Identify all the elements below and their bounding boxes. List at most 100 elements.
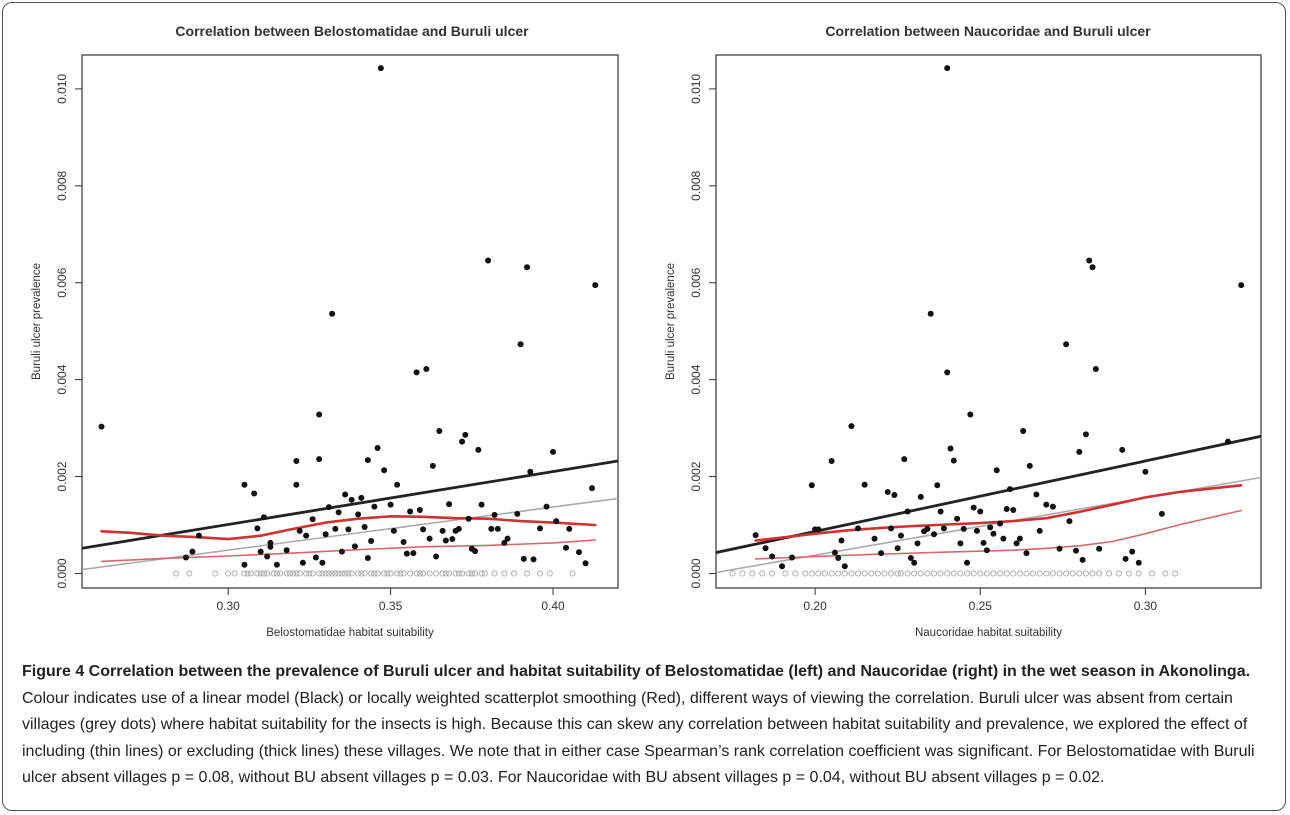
village-data-point [358, 494, 365, 501]
village-data-point [296, 527, 303, 534]
village-data-point [446, 501, 453, 508]
village-data-point [351, 543, 358, 550]
absent-village-point [260, 570, 267, 577]
absent-village-point [338, 570, 345, 577]
absent-village-point [413, 570, 420, 577]
absent-village-point [1082, 570, 1089, 577]
chart-naucoridae: Correlation between Naucoridae and Burul… [665, 23, 1262, 639]
absent-village-point [729, 570, 736, 577]
chart-belostomatidae: Correlation between Belostomatidae and B… [31, 23, 619, 639]
village-data-point [1036, 527, 1043, 534]
village-data-point [924, 525, 931, 532]
village-data-point [582, 560, 589, 567]
x-tick-label: 0.25 [969, 599, 993, 613]
absent-village-point [173, 570, 180, 577]
village-data-point [381, 467, 388, 474]
village-data-point [871, 535, 878, 542]
absent-village-point [286, 570, 293, 577]
absent-village-point [264, 570, 271, 577]
absent-village-point [937, 570, 944, 577]
village-data-point [488, 525, 495, 532]
village-data-point [861, 481, 868, 488]
absent-village-point [348, 570, 355, 577]
village-data-point [983, 547, 990, 554]
village-data-point [1023, 550, 1030, 557]
loess-curve [100, 515, 597, 541]
village-data-point [195, 532, 202, 539]
absent-village-point [1076, 570, 1083, 577]
village-data-point [937, 508, 944, 515]
y-tick-label: 0.000 [689, 558, 703, 588]
absent-village-point [293, 570, 300, 577]
village-data-point [884, 489, 891, 496]
village-data-point [917, 493, 924, 500]
village-data-point [254, 525, 261, 532]
village-data-point [420, 526, 427, 533]
absent-village-point [1089, 570, 1096, 577]
absent-village-point [277, 570, 284, 577]
village-data-point [947, 445, 954, 452]
loess-curve [754, 484, 1243, 542]
village-data-point [1000, 535, 1007, 542]
village-data-point [475, 446, 482, 453]
absent-village-point [481, 570, 488, 577]
absent-village-point [212, 570, 219, 577]
absent-village-point [186, 570, 193, 577]
village-data-point [537, 525, 544, 532]
x-tick-label: 0.30 [217, 599, 241, 613]
chart-title: Correlation between Naucoridae and Burul… [825, 23, 1151, 39]
absent-village-point [970, 570, 977, 577]
absent-village-point [309, 570, 316, 577]
absent-village-point [815, 570, 822, 577]
village-data-point [455, 525, 462, 532]
village-data-point [501, 539, 508, 546]
absent-village-point [1135, 570, 1142, 577]
absent-village-point [881, 570, 888, 577]
absent-village-point [296, 570, 303, 577]
village-data-point [1073, 547, 1080, 554]
village-data-point [973, 527, 980, 534]
absent-village-point [983, 570, 990, 577]
village-data-point [566, 525, 573, 532]
y-axis-label: Buruli ulcer prevalence [665, 263, 677, 380]
village-data-point [504, 535, 511, 542]
village-data-point [944, 369, 951, 376]
village-data-point [934, 482, 941, 489]
absent-village-point [854, 570, 862, 577]
village-data-point [257, 548, 264, 555]
village-data-point [855, 525, 862, 532]
village-data-point [472, 548, 479, 555]
absent-village-point [1096, 570, 1103, 577]
absent-village-point [802, 570, 809, 577]
village-data-point [848, 423, 855, 430]
absent-village-point [1125, 570, 1132, 577]
absent-village-point [1016, 570, 1023, 577]
village-data-point [808, 482, 815, 489]
absent-village-point [1043, 570, 1050, 577]
absent-village-point [1030, 570, 1037, 577]
absent-village-point [1003, 570, 1010, 577]
village-data-point [329, 310, 336, 317]
village-data-point [589, 485, 596, 492]
absent-village-point [861, 570, 868, 577]
absent-village-point [569, 570, 576, 577]
figure: Correlation between Belostomatidae and B… [31, 23, 1262, 639]
village-data-point [1020, 428, 1027, 435]
plot-series [82, 65, 618, 577]
village-data-point [1043, 501, 1050, 508]
village-data-point [769, 553, 776, 560]
village-data-point [416, 506, 423, 513]
village-data-point [907, 554, 914, 561]
absent-village-point [465, 570, 472, 577]
absent-village-point [345, 570, 352, 577]
absent-village-point [749, 570, 756, 577]
y-tick-label: 0.010 [689, 74, 703, 104]
village-data-point [517, 341, 524, 348]
village-data-point [904, 508, 911, 515]
absent-village-point [963, 570, 971, 577]
village-data-point [828, 458, 835, 465]
plot-series [716, 65, 1261, 577]
absent-village-point [997, 570, 1004, 577]
absent-village-point [821, 570, 829, 577]
